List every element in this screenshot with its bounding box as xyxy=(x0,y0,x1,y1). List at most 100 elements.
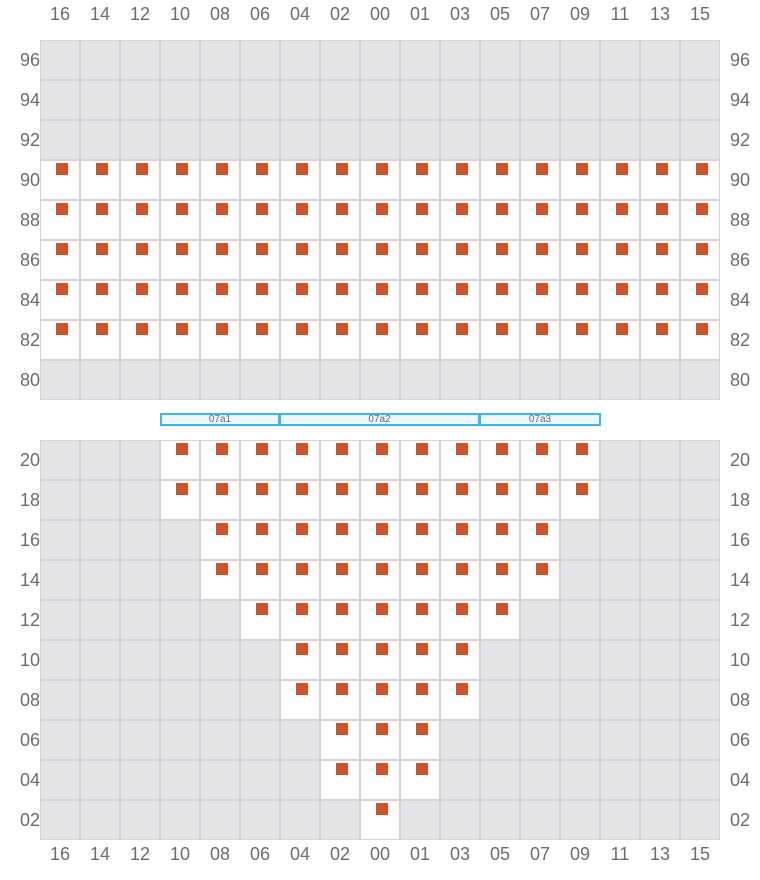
seat-08-01[interactable] xyxy=(416,683,428,695)
seat-18-07[interactable] xyxy=(536,483,548,495)
seat-16-02[interactable] xyxy=(336,523,348,535)
seat-16-01[interactable] xyxy=(416,523,428,535)
seat-90-03[interactable] xyxy=(456,163,468,175)
section-07a1[interactable]: 07a1 xyxy=(160,413,280,426)
seat-90-12[interactable] xyxy=(136,163,148,175)
seat-86-07[interactable] xyxy=(536,243,548,255)
seat-10-04[interactable] xyxy=(296,643,308,655)
seat-90-15[interactable] xyxy=(696,163,708,175)
seat-86-05[interactable] xyxy=(496,243,508,255)
seat-16-00[interactable] xyxy=(376,523,388,535)
seat-82-16[interactable] xyxy=(56,323,68,335)
seat-20-08[interactable] xyxy=(216,443,228,455)
seat-90-04[interactable] xyxy=(296,163,308,175)
seat-86-10[interactable] xyxy=(176,243,188,255)
seat-20-04[interactable] xyxy=(296,443,308,455)
seat-12-03[interactable] xyxy=(456,603,468,615)
seat-86-09[interactable] xyxy=(576,243,588,255)
seat-88-11[interactable] xyxy=(616,203,628,215)
seat-90-00[interactable] xyxy=(376,163,388,175)
seat-14-00[interactable] xyxy=(376,563,388,575)
seat-90-09[interactable] xyxy=(576,163,588,175)
seat-88-13[interactable] xyxy=(656,203,668,215)
seat-82-03[interactable] xyxy=(456,323,468,335)
seat-86-04[interactable] xyxy=(296,243,308,255)
seat-84-14[interactable] xyxy=(96,283,108,295)
seat-82-06[interactable] xyxy=(256,323,268,335)
seat-20-09[interactable] xyxy=(576,443,588,455)
seat-20-01[interactable] xyxy=(416,443,428,455)
seat-88-05[interactable] xyxy=(496,203,508,215)
seat-86-15[interactable] xyxy=(696,243,708,255)
seat-86-11[interactable] xyxy=(616,243,628,255)
seat-90-02[interactable] xyxy=(336,163,348,175)
seat-88-14[interactable] xyxy=(96,203,108,215)
seat-82-05[interactable] xyxy=(496,323,508,335)
seat-88-12[interactable] xyxy=(136,203,148,215)
seat-86-02[interactable] xyxy=(336,243,348,255)
seat-20-10[interactable] xyxy=(176,443,188,455)
seat-14-07[interactable] xyxy=(536,563,548,575)
seat-90-01[interactable] xyxy=(416,163,428,175)
seat-10-03[interactable] xyxy=(456,643,468,655)
seat-18-01[interactable] xyxy=(416,483,428,495)
seat-84-09[interactable] xyxy=(576,283,588,295)
seat-82-14[interactable] xyxy=(96,323,108,335)
seat-88-07[interactable] xyxy=(536,203,548,215)
seat-84-15[interactable] xyxy=(696,283,708,295)
seat-84-02[interactable] xyxy=(336,283,348,295)
seat-08-04[interactable] xyxy=(296,683,308,695)
seat-90-08[interactable] xyxy=(216,163,228,175)
seat-10-01[interactable] xyxy=(416,643,428,655)
seat-14-04[interactable] xyxy=(296,563,308,575)
seat-82-12[interactable] xyxy=(136,323,148,335)
seat-84-16[interactable] xyxy=(56,283,68,295)
seat-20-06[interactable] xyxy=(256,443,268,455)
seat-12-02[interactable] xyxy=(336,603,348,615)
seat-86-06[interactable] xyxy=(256,243,268,255)
section-07a3[interactable]: 07a3 xyxy=(480,413,601,426)
seat-84-01[interactable] xyxy=(416,283,428,295)
seat-82-09[interactable] xyxy=(576,323,588,335)
seat-88-06[interactable] xyxy=(256,203,268,215)
seat-84-07[interactable] xyxy=(536,283,548,295)
seat-88-00[interactable] xyxy=(376,203,388,215)
seat-08-02[interactable] xyxy=(336,683,348,695)
seat-04-01[interactable] xyxy=(416,763,428,775)
seat-16-05[interactable] xyxy=(496,523,508,535)
seat-88-09[interactable] xyxy=(576,203,588,215)
seat-82-04[interactable] xyxy=(296,323,308,335)
seat-12-01[interactable] xyxy=(416,603,428,615)
seat-82-01[interactable] xyxy=(416,323,428,335)
seat-90-07[interactable] xyxy=(536,163,548,175)
seat-12-04[interactable] xyxy=(296,603,308,615)
seat-88-01[interactable] xyxy=(416,203,428,215)
seat-84-04[interactable] xyxy=(296,283,308,295)
seat-84-03[interactable] xyxy=(456,283,468,295)
seat-86-16[interactable] xyxy=(56,243,68,255)
seat-04-00[interactable] xyxy=(376,763,388,775)
seat-88-10[interactable] xyxy=(176,203,188,215)
seat-20-03[interactable] xyxy=(456,443,468,455)
seat-82-13[interactable] xyxy=(656,323,668,335)
seat-18-08[interactable] xyxy=(216,483,228,495)
seat-86-13[interactable] xyxy=(656,243,668,255)
seat-14-08[interactable] xyxy=(216,563,228,575)
seat-16-07[interactable] xyxy=(536,523,548,535)
seat-08-03[interactable] xyxy=(456,683,468,695)
seat-90-13[interactable] xyxy=(656,163,668,175)
seat-88-16[interactable] xyxy=(56,203,68,215)
seat-20-05[interactable] xyxy=(496,443,508,455)
seat-18-06[interactable] xyxy=(256,483,268,495)
seat-20-02[interactable] xyxy=(336,443,348,455)
seat-88-02[interactable] xyxy=(336,203,348,215)
seat-86-01[interactable] xyxy=(416,243,428,255)
seat-18-00[interactable] xyxy=(376,483,388,495)
seat-18-02[interactable] xyxy=(336,483,348,495)
seat-88-08[interactable] xyxy=(216,203,228,215)
seat-84-13[interactable] xyxy=(656,283,668,295)
seat-12-00[interactable] xyxy=(376,603,388,615)
seat-16-06[interactable] xyxy=(256,523,268,535)
seat-84-08[interactable] xyxy=(216,283,228,295)
seat-16-08[interactable] xyxy=(216,523,228,535)
